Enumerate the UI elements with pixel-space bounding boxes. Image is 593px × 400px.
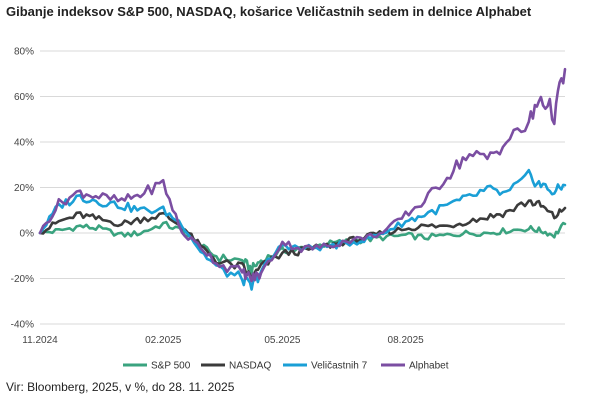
y-tick-label: -20% — [11, 274, 34, 285]
series-line-nasdaq — [38, 199, 567, 281]
y-tick-label: 20% — [14, 183, 34, 194]
x-tick-label: 05.2025 — [264, 335, 301, 346]
legend-label: Veličastnih 7 — [311, 361, 368, 372]
x-axis-ticks: 11.2024 02.2025 05.2025 08.2025 — [22, 335, 424, 346]
chart-title: Gibanje indeksov S&P 500, NASDAQ, košari… — [6, 4, 532, 19]
legend-label: NASDAQ — [229, 361, 271, 372]
x-tick-label: 02.2025 — [145, 335, 182, 346]
grid-lines — [40, 50, 565, 325]
y-tick-label: 80% — [14, 47, 34, 58]
source-note: Vir: Bloomberg, 2025, v %, do 28. 11. 20… — [6, 380, 235, 394]
y-tick-label: -40% — [11, 320, 34, 331]
x-tick-label: 11.2024 — [22, 335, 58, 346]
x-tick-label: 08.2025 — [388, 335, 425, 346]
series-lines — [38, 67, 567, 291]
series-line-alphabet — [38, 67, 567, 283]
y-axis-ticks: -40% -20% 0% 20% 40% 60% 80% — [11, 47, 34, 331]
y-tick-label: 0% — [20, 229, 35, 240]
legend-label: Alphabet — [409, 361, 449, 372]
series-line-veli-astnih-7 — [38, 168, 567, 291]
legend: S&P 500 NASDAQ Veličastnih 7 Alphabet — [123, 361, 449, 372]
y-tick-label: 40% — [14, 138, 34, 149]
y-tick-label: 60% — [14, 92, 34, 103]
legend-label: S&P 500 — [151, 361, 191, 372]
